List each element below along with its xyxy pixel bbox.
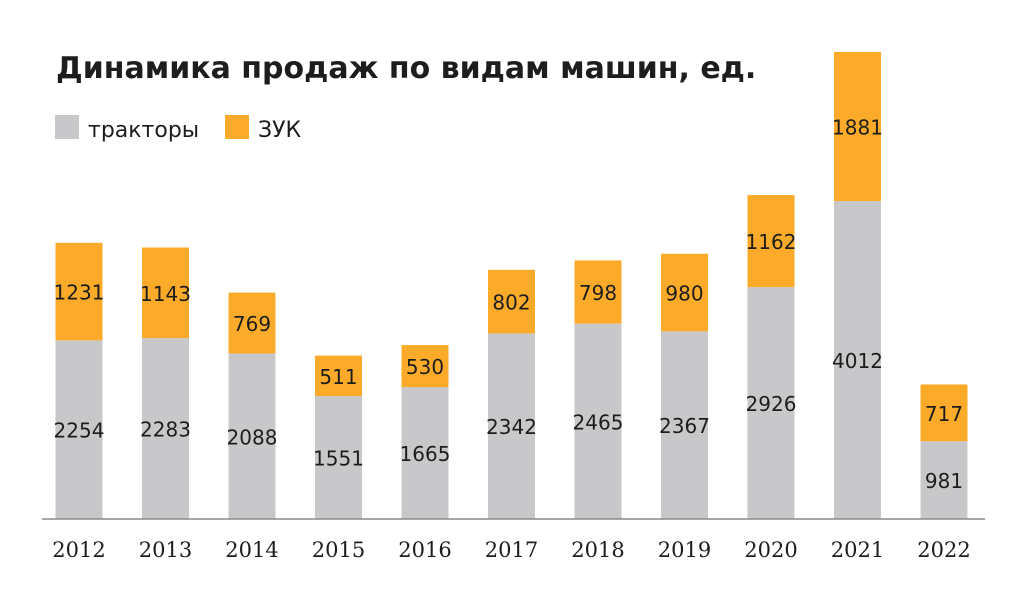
data-label-tractors-2016: 1665 (400, 442, 451, 466)
bar-tractors-2012 (55, 340, 103, 519)
bar-zuk-2021 (834, 52, 881, 202)
bar-tractors-2019 (661, 331, 708, 519)
data-label-zuk-2013: 1143 (140, 282, 191, 306)
data-label-tractors-2015: 1551 (313, 447, 364, 471)
x-tick-label-2013: 2013 (139, 538, 192, 562)
data-label-zuk-2012: 1231 (54, 281, 105, 305)
x-tick-label-2012: 2012 (52, 538, 105, 562)
data-label-zuk-2019: 980 (665, 282, 703, 306)
bar-zuk-2022 (920, 384, 968, 442)
data-label-zuk-2021: 1881 (832, 116, 883, 140)
bar-zuk-2018 (574, 260, 622, 324)
bar-tractors-2016 (401, 387, 449, 519)
data-label-zuk-2014: 769 (233, 312, 271, 336)
bar-zuk-2016 (401, 345, 449, 388)
x-tick-label-2020: 2020 (744, 538, 797, 562)
data-label-tractors-2018: 2465 (573, 410, 624, 434)
bar-zuk-2013 (142, 247, 189, 339)
data-label-tractors-2012: 2254 (54, 419, 105, 443)
data-label-tractors-2017: 2342 (486, 415, 537, 439)
bars: 2254 1231 2283 1143 2088 769 1551 511 1665 530 234… (54, 52, 968, 519)
legend-swatch-tractors (55, 115, 79, 139)
bar-tractors-2017 (488, 333, 535, 519)
data-label-zuk-2017: 802 (492, 291, 530, 315)
x-tick-label-2014: 2014 (225, 538, 278, 562)
x-tick-label-2018: 2018 (571, 538, 624, 562)
data-label-zuk-2015: 511 (319, 365, 357, 389)
data-label-zuk-2022: 717 (925, 402, 963, 426)
data-label-zuk-2020: 1162 (746, 230, 797, 254)
legend-swatch-zuk (225, 115, 249, 139)
bar-zuk-2020 (747, 195, 795, 288)
data-label-tractors-2021: 4012 (832, 349, 883, 373)
data-label-tractors-2014: 2088 (227, 425, 278, 449)
bar-zuk-2017 (488, 269, 535, 334)
x-tick-label-2022: 2022 (917, 538, 970, 562)
bar-zuk-2015 (315, 355, 362, 397)
x-axis-labels: 2012 2013 2014 2015 2016 2017 2018 2019 2020 2021… (52, 538, 970, 562)
legend: тракторы ЗУК (55, 115, 302, 143)
bar-zuk-2014 (228, 292, 276, 354)
bar-tractors-2022 (920, 441, 968, 519)
x-tick-label-2019: 2019 (658, 538, 711, 562)
data-label-tractors-2022: 981 (925, 469, 963, 493)
chart-title: Динамика продаж по видам машин, ед. (56, 51, 756, 86)
data-label-tractors-2020: 2926 (746, 392, 797, 416)
data-label-tractors-2013: 2283 (140, 418, 191, 442)
bar-tractors-2015 (315, 396, 362, 519)
bar-zuk-2012 (55, 242, 103, 341)
data-label-zuk-2016: 530 (406, 355, 444, 379)
data-label-tractors-2019: 2367 (659, 414, 710, 438)
bar-tractors-2014 (228, 353, 276, 519)
legend-label-zuk: ЗУК (258, 118, 302, 143)
bar-tractors-2018 (574, 323, 622, 519)
x-tick-label-2015: 2015 (312, 538, 365, 562)
x-tick-label-2021: 2021 (831, 538, 884, 562)
bar-tractors-2013 (142, 338, 189, 519)
bar-tractors-2021 (834, 201, 881, 519)
bar-tractors-2020 (747, 287, 795, 519)
bar-zuk-2019 (661, 253, 708, 332)
x-tick-label-2017: 2017 (485, 538, 538, 562)
x-tick-label-2016: 2016 (398, 538, 451, 562)
legend-label-tractors: тракторы (88, 118, 199, 143)
data-label-zuk-2018: 798 (579, 281, 617, 305)
